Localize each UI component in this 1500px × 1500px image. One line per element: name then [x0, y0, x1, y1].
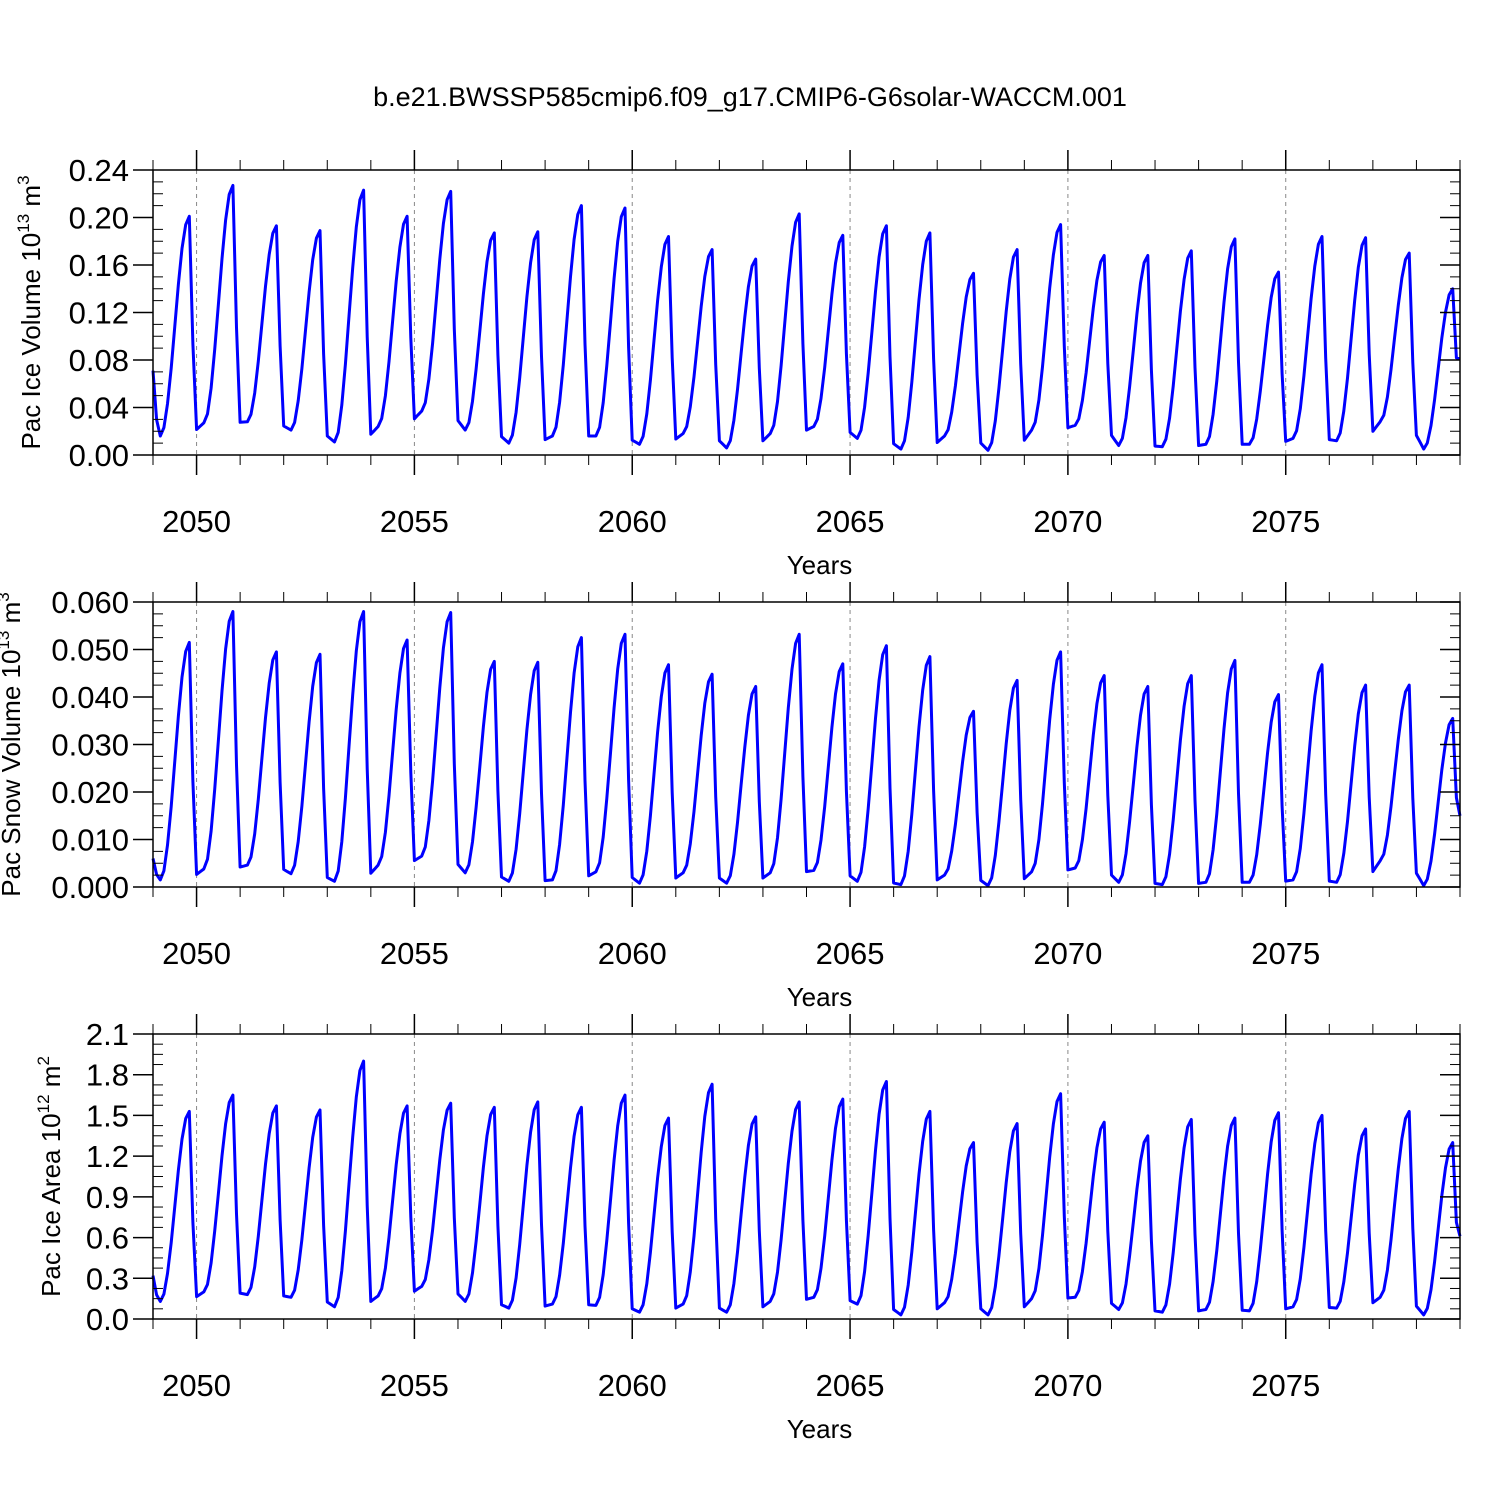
y-tick-label: 0.010: [51, 823, 129, 858]
y-tick-label: 0.050: [51, 633, 129, 668]
ice-area-panel: 0.0 0.3 0.6 0.9 1.2 1.5 1.8 2.1 2050 2055 2060 2065…: [34, 1014, 1462, 1444]
data-series-line: [151, 610, 1462, 888]
y-tick-label: 0.9: [86, 1180, 129, 1215]
y-tick-label: 0.04: [69, 391, 129, 426]
y-tick-label: 1.2: [86, 1139, 129, 1174]
y-axis-label: Pac Ice Volume 1013 m3: [14, 175, 46, 449]
x-tick-label: 2060: [598, 1368, 667, 1403]
y-tick-label: 0.00: [69, 438, 129, 473]
y-tick-label: 1.8: [86, 1058, 129, 1093]
x-tick-label: 2055: [380, 936, 449, 971]
x-tick-label: 2070: [1033, 936, 1102, 971]
y-tick-label: 0.12: [69, 296, 129, 331]
snow-volume-panel: 0.000 0.010 0.020 0.030 0.040 0.050 0.060 2050 2…: [0, 582, 1462, 1012]
x-axis-label: Years: [787, 1414, 853, 1444]
x-tick-label: 2065: [816, 1368, 885, 1403]
x-tick-label: 2065: [816, 936, 885, 971]
y-tick-label: 0.040: [51, 680, 129, 715]
y-tick-label: 0.08: [69, 343, 129, 378]
y-tick-label: 0.060: [51, 585, 129, 620]
x-tick-label: 2050: [162, 504, 231, 539]
x-tick-label: 2065: [816, 504, 885, 539]
x-axis-label: Years: [787, 982, 853, 1012]
x-tick-label: 2050: [162, 936, 231, 971]
y-axis-label: Pac Snow Volume 1013 m3: [0, 592, 26, 896]
y-tick-label: 0.3: [86, 1261, 129, 1296]
y-tick-label: 1.5: [86, 1098, 129, 1133]
y-tick-label: 0.6: [86, 1221, 129, 1256]
data-series-line: [151, 1059, 1462, 1317]
x-tick-label: 2075: [1251, 504, 1320, 539]
y-tick-label: 0.030: [51, 728, 129, 763]
x-tick-label: 2060: [598, 504, 667, 539]
y-tick-label: 2.1: [86, 1017, 129, 1052]
y-tick-label: 0.20: [69, 201, 129, 236]
y-tick-label: 0.0: [86, 1302, 129, 1337]
x-tick-label: 2070: [1033, 1368, 1102, 1403]
x-tick-label: 2075: [1251, 1368, 1320, 1403]
chart-title: b.e21.BWSSP585cmip6.f09_g17.CMIP6-G6sola…: [373, 82, 1127, 112]
x-tick-label: 2070: [1033, 504, 1102, 539]
data-series-line: [151, 183, 1461, 452]
y-tick-label: 0.000: [51, 870, 129, 905]
x-tick-label: 2055: [380, 1368, 449, 1403]
y-tick-label: 0.24: [69, 153, 129, 188]
x-tick-label: 2075: [1251, 936, 1320, 971]
x-axis-label: Years: [787, 550, 853, 580]
y-tick-label: 0.020: [51, 775, 129, 810]
x-tick-label: 2055: [380, 504, 449, 539]
y-tick-label: 0.16: [69, 248, 129, 283]
x-tick-label: 2060: [598, 936, 667, 971]
y-axis-label: Pac Ice Area 1012 m2: [34, 1056, 66, 1297]
x-tick-label: 2050: [162, 1368, 231, 1403]
ice-volume-panel: 0.00 0.04 0.08 0.12 0.16 0.20 0.24 2050 2055 2060…: [14, 150, 1461, 580]
